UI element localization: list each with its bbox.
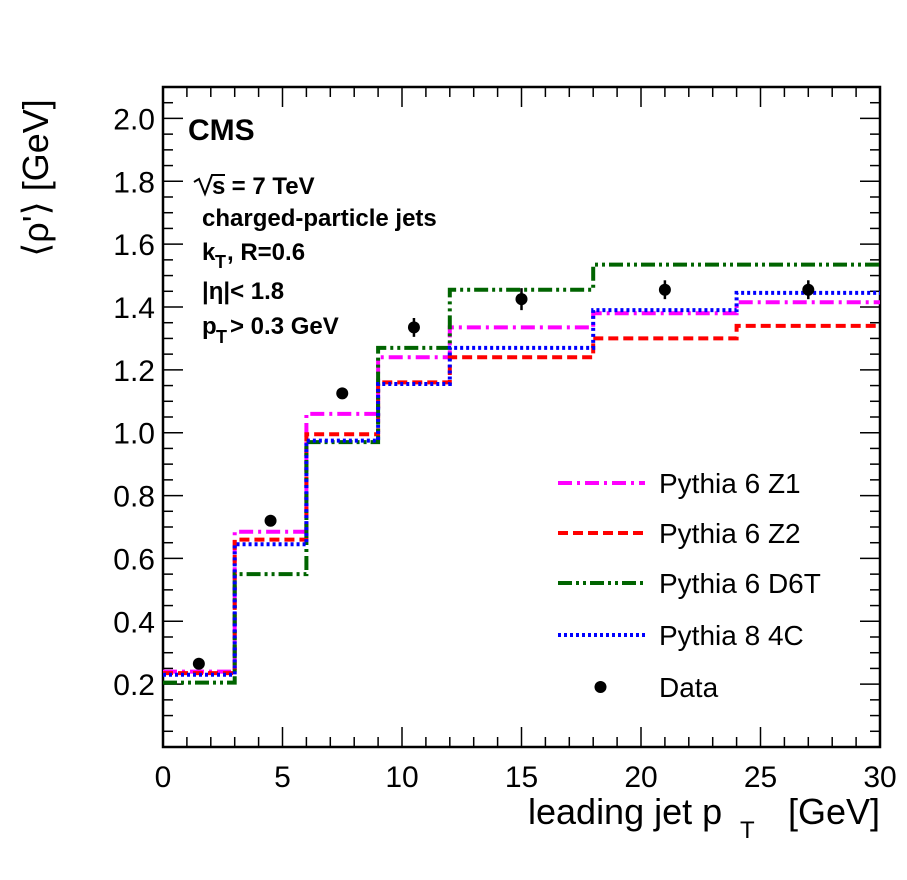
algo-rest: , R=0.6 xyxy=(227,239,305,266)
y-tick-label: 1.2 xyxy=(113,355,155,388)
series-line-pythia-8-4c xyxy=(163,290,880,677)
series-layer xyxy=(163,262,880,685)
energy-value: = 7 TeV xyxy=(225,173,315,200)
legend-label-pythia-6-z2: Pythia 6 Z2 xyxy=(659,518,801,549)
algorithm-label: k T , R=0.6 xyxy=(202,239,305,272)
y-tick-label: 0.4 xyxy=(113,606,155,639)
y-tick-label: 0.6 xyxy=(113,543,155,576)
y-tick-label: 0.2 xyxy=(113,669,155,702)
y-tick-label: 0.8 xyxy=(113,481,155,514)
legend: Pythia 6 Z1 Pythia 6 Z2 Pythia 6 D6T Pythia… xyxy=(558,468,821,703)
x-axis-title-sub: T xyxy=(740,817,755,844)
y-tick-label: 1.0 xyxy=(113,418,155,451)
data-point xyxy=(407,321,420,334)
y-tick-label: 1.8 xyxy=(113,166,155,199)
series-line-pythia-6-d6t xyxy=(163,262,880,685)
pt-sub: T xyxy=(216,327,227,347)
pt-cut-label: p T > 0.3 GeV xyxy=(202,313,339,347)
energy-s: s xyxy=(212,173,225,200)
legend-label-pythia-6-d6t: Pythia 6 D6T xyxy=(659,568,821,599)
x-axis-title: leading jet p T [GeV] xyxy=(528,791,880,844)
y-tick-label: 1.4 xyxy=(113,292,155,325)
data-point xyxy=(802,283,815,296)
x-tick-label: 10 xyxy=(385,761,418,794)
data-point xyxy=(264,514,277,527)
legend-label-data: Data xyxy=(659,672,719,703)
pt-rest: > 0.3 GeV xyxy=(230,313,339,340)
x-axis-title-unit: [GeV] xyxy=(788,791,880,832)
pt-p: p xyxy=(202,313,217,340)
x-tick-label: 5 xyxy=(274,761,291,794)
y-tick-label: 1.6 xyxy=(113,229,155,262)
jet-type-label: charged-particle jets xyxy=(202,205,437,232)
series-line-pythia-6-z1 xyxy=(163,300,880,674)
x-tick-label: 15 xyxy=(505,761,538,794)
sqrt-symbol xyxy=(193,174,225,197)
legend-swatch-data xyxy=(594,681,607,693)
x-tick-label: 0 xyxy=(155,761,172,794)
x-tick-label: 20 xyxy=(624,761,657,794)
cms-label: CMS xyxy=(188,114,255,147)
data-point xyxy=(658,283,671,296)
data-point xyxy=(515,293,528,306)
points-layer xyxy=(192,280,815,670)
ticks-layer: 0 5 10 15 20 25 30 0.2 0.4 0.6 0.8 1.0 1.2 1.4 1.6 1.8 2… xyxy=(113,86,897,794)
x-axis-title-main: leading jet p xyxy=(528,791,722,832)
algo-k: k xyxy=(202,239,216,266)
legend-label-pythia-6-z1: Pythia 6 Z1 xyxy=(659,468,801,499)
algo-sub: T xyxy=(215,252,226,272)
legend-label-pythia-8-4c: Pythia 8 4C xyxy=(659,620,804,651)
energy-label: s = 7 TeV xyxy=(193,173,315,200)
x-tick-label: 25 xyxy=(744,761,777,794)
x-tick-label: 30 xyxy=(863,761,896,794)
data-point xyxy=(336,387,349,400)
y-axis-title: ⟨ρ'⟩ [GeV] xyxy=(15,99,56,256)
eta-cut-label: |η|< 1.8 xyxy=(202,278,284,305)
data-point xyxy=(192,657,205,670)
y-tick-label: 2.0 xyxy=(113,103,155,136)
